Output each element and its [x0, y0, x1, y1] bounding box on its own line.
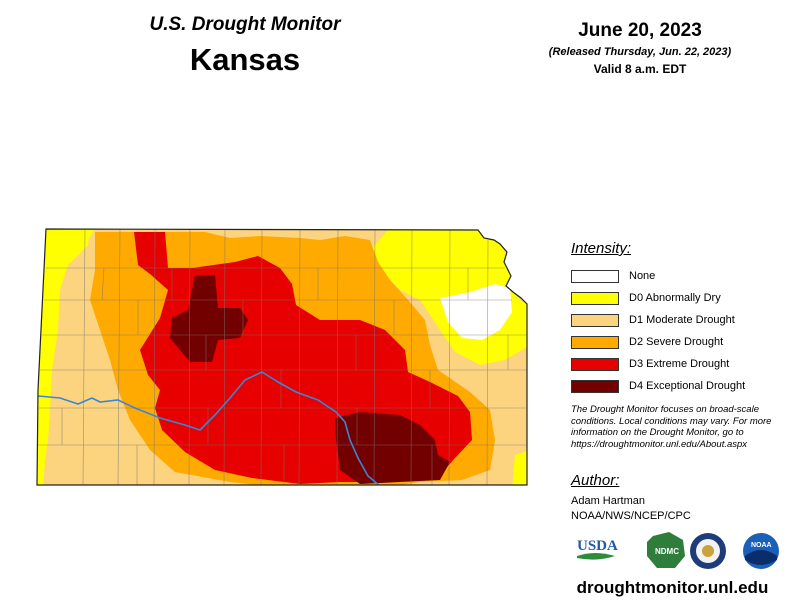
- map-subtitle: U.S. Drought Monitor: [149, 14, 341, 35]
- legend-swatch: [571, 313, 619, 327]
- legend-label: D0 Abnormally Dry: [629, 292, 721, 304]
- legend-swatch: [571, 291, 619, 305]
- valid-time: Valid 8 a.m. EDT: [593, 62, 687, 76]
- noaa-logo-text: NOAA: [751, 542, 772, 549]
- legend-item-d2: D2 Severe Drought: [571, 331, 781, 353]
- legend-title: Intensity:: [571, 240, 632, 257]
- author-heading: Author:: [571, 472, 620, 489]
- disclaimer-note: The Drought Monitor focuses on broad-sca…: [571, 404, 772, 450]
- legend-swatch: [571, 335, 619, 349]
- release-date: (Released Thursday, Jun. 22, 2023): [548, 46, 732, 58]
- doc-seal: [690, 533, 726, 569]
- usda-logo-text: USDA: [577, 538, 618, 554]
- legend-label: D1 Moderate Drought: [629, 314, 735, 326]
- legend-label: D3 Extreme Drought: [629, 358, 730, 370]
- legend-label: D2 Severe Drought: [629, 336, 724, 348]
- author-organization: NOAA/NWS/NCEP/CPC: [571, 510, 691, 522]
- county-boundaries: [38, 229, 527, 485]
- ndmc-logo: NDMC: [647, 532, 685, 568]
- partner-logos: USDA NDMC NOAA: [577, 532, 779, 569]
- kansas-drought-map: [36, 228, 528, 486]
- legend-swatch: [571, 357, 619, 371]
- title-block: U.S. Drought Monitor Kansas: [110, 14, 380, 78]
- d4-region-south-central: [335, 412, 450, 484]
- legend-swatch: [571, 269, 619, 283]
- legend-item-d4: D4 Exceptional Drought: [571, 375, 781, 397]
- usda-logo: USDA: [577, 538, 618, 560]
- ndmc-logo-text: NDMC: [655, 547, 679, 556]
- intensity-legend: Intensity: None D0 Abnormally Dry D1 Mod…: [571, 240, 781, 397]
- legend-item-none: None: [571, 265, 781, 287]
- arkansas-river: [37, 371, 381, 485]
- none-region: [440, 284, 512, 340]
- date-block: June 20, 2023 (Released Thursday, Jun. 2…: [520, 20, 760, 76]
- d0-region-west: [37, 229, 90, 485]
- author-name: Adam Hartman: [571, 495, 645, 507]
- website-url[interactable]: droughtmonitor.unl.edu: [576, 578, 769, 597]
- map-date: June 20, 2023: [578, 20, 702, 41]
- legend-label: None: [629, 270, 656, 282]
- d0-region-southeast: [512, 450, 527, 485]
- legend-item-d1: D1 Moderate Drought: [571, 309, 781, 331]
- legend-label: D4 Exceptional Drought: [629, 380, 746, 392]
- kansas-outline: [36, 228, 528, 486]
- legend-item-d3: D3 Extreme Drought: [571, 353, 781, 375]
- d0-region-nw-corner: [46, 229, 95, 248]
- legend-item-d0: D0 Abnormally Dry: [571, 287, 781, 309]
- noaa-logo: NOAA: [743, 533, 779, 569]
- state-title: Kansas: [189, 42, 301, 77]
- legend-swatch: [571, 379, 619, 393]
